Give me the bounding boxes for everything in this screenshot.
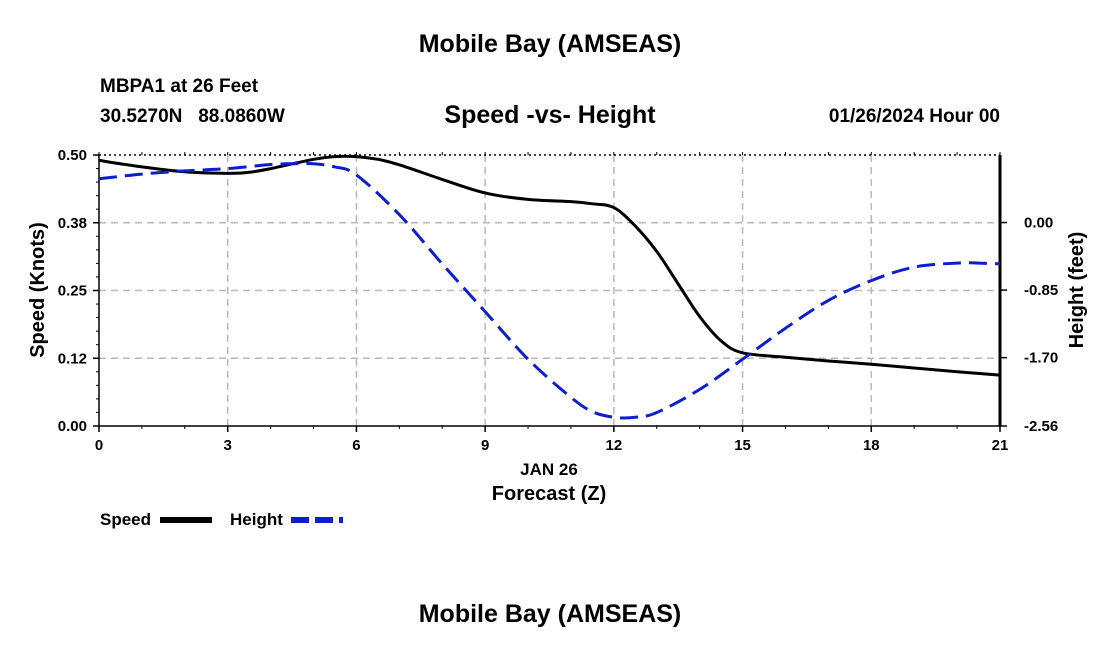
y-axis-left-title: Speed (Knots) [27, 222, 49, 358]
x-tick-label: 3 [224, 437, 232, 454]
legend-speed-label: Speed [100, 510, 151, 529]
main-title: Mobile Bay (AMSEAS) [418, 30, 682, 58]
series-layer [98, 154, 1001, 420]
x-axis-title: Forecast (Z) [492, 483, 606, 505]
x-tick-label: 15 [734, 437, 751, 454]
y-right-tick-label: 0.00 [1024, 215, 1053, 232]
x-tick-label: 9 [481, 437, 489, 454]
legend: Speed Height [100, 510, 343, 529]
date-hour-label: 01/26/2024 Hour 00 [828, 106, 1000, 127]
series-line-speed [98, 154, 1001, 377]
y-left-tick-label: 0.50 [58, 147, 87, 164]
grid-layer [99, 155, 1000, 426]
coordinates-label: 30.5270N 88.0860W [100, 106, 285, 127]
axes-layer: 0 3 6 9 12 15 18 21 0.00 0.12 0.25 0.38 0.50 -2.56 -1.… [58, 147, 1058, 454]
x-tick-label: 21 [992, 437, 1009, 454]
footer-title: Mobile Bay (AMSEAS) [418, 600, 682, 628]
y-left-tick-label: 0.12 [58, 350, 87, 367]
chart-title: Speed -vs- Height [444, 101, 656, 129]
x-tick-label: 12 [606, 437, 623, 454]
y-left-tick-label: 0.38 [58, 215, 87, 232]
y-right-tick-label: -0.85 [1024, 282, 1058, 299]
y-axis-right-title: Height (feet) [1066, 232, 1088, 349]
x-tick-label: 18 [863, 437, 880, 454]
x-tick-label: 6 [352, 437, 360, 454]
x-tick-label: 0 [95, 437, 103, 454]
y-left-tick-label: 0.00 [58, 418, 87, 435]
legend-height-label: Height [230, 510, 283, 529]
series-line-height [98, 161, 1001, 420]
y-right-tick-label: -1.70 [1024, 350, 1058, 367]
y-right-tick-label: -2.56 [1024, 418, 1058, 435]
x-date-label: JAN 26 [520, 460, 578, 479]
labels-layer: JAN 26 Forecast (Z) Speed (Knots) Height… [27, 222, 1088, 505]
station-label: MBPA1 at 26 Feet [100, 76, 259, 97]
y-left-tick-label: 0.25 [58, 283, 87, 300]
